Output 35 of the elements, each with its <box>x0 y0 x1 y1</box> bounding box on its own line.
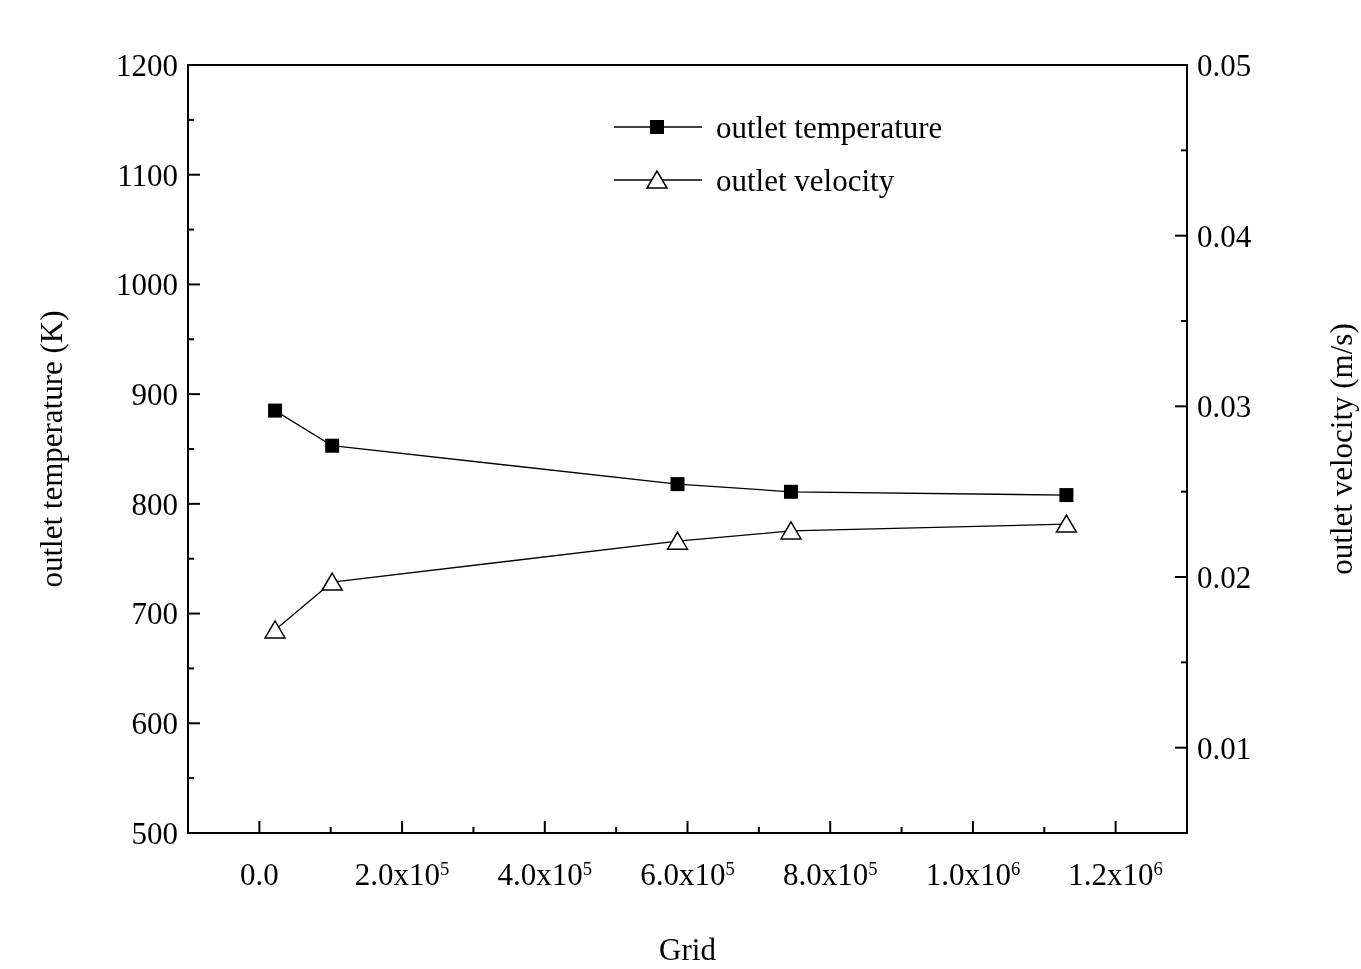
point <box>268 403 283 418</box>
legend-label: outlet velocity <box>716 162 895 198</box>
point <box>783 484 798 499</box>
x-tick-label: 6.0x10$^{5}$ <box>640 857 735 892</box>
point <box>666 531 689 550</box>
point <box>780 521 802 540</box>
y-tick-label: 1000 <box>116 267 178 303</box>
y2-axis-title: outlet velocity (m/s) <box>1324 323 1359 575</box>
y-tick-label: 1100 <box>117 157 178 193</box>
point <box>1059 488 1074 503</box>
point <box>1055 514 1078 533</box>
x-axis-title: Grid <box>659 932 717 967</box>
point <box>325 438 340 453</box>
point <box>670 477 685 492</box>
y-tick-label: 1200 <box>116 47 178 83</box>
x-tick-label: 1.0x10$^{6}$ <box>925 857 1021 892</box>
x-tick-label: 4.0x10$^{5}$ <box>497 857 593 892</box>
x-tick-label: 0.0 <box>239 857 279 892</box>
y2-tick-label: 0.01 <box>1197 730 1252 766</box>
point <box>321 572 343 591</box>
y-axis-title: outlet temperature (K) <box>34 310 69 588</box>
y-tick-label: 900 <box>131 376 178 412</box>
y2-tick-label: 0.04 <box>1197 218 1252 254</box>
point <box>264 620 286 639</box>
y-tick-label: 600 <box>131 706 178 742</box>
legend-label: outlet temperature <box>716 109 943 145</box>
y2-tick-label: 0.05 <box>1197 47 1252 83</box>
y-tick-label: 800 <box>131 486 178 522</box>
y-tick-label: 700 <box>131 596 178 632</box>
x-tick-label: 1.2x10$^{6}$ <box>1068 857 1163 892</box>
y2-tick-label: 0.02 <box>1197 559 1252 595</box>
x-tick-label: 2.0x10$^{5}$ <box>354 857 450 892</box>
y-tick-label: 500 <box>131 815 178 851</box>
x-tick-label: 8.0x10$^{5}$ <box>782 857 878 892</box>
y2-tick-label: 0.03 <box>1197 389 1252 425</box>
